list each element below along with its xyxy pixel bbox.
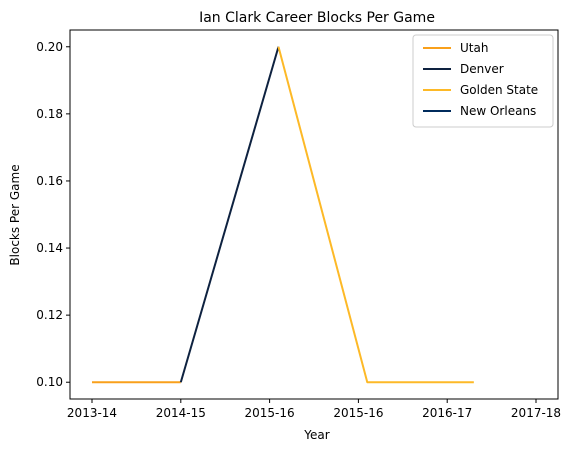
x-tick-label: 2014-15 [156,406,206,420]
plot-area [92,46,474,384]
y-tick-label: 0.18 [36,107,63,121]
x-tick-label: 2017-18 [511,406,561,420]
y-tick-label: 0.16 [36,174,63,188]
y-tick-label: 0.14 [36,241,63,255]
x-tick-label: 2015-16 [245,406,295,420]
legend-label: Utah [460,41,488,55]
series-line-golden-state [277,46,474,384]
y-tick-label: 0.10 [36,375,63,389]
y-axis: 0.10 0.12 0.14 0.16 0.18 0.20 [36,40,70,389]
plot-frame [69,29,559,400]
legend-label: Golden State [460,83,538,97]
x-axis-label: Year [303,428,329,442]
x-tick-label: 2013-14 [67,406,117,420]
legend-label: New Orleans [460,104,536,118]
series-line-denver [179,46,280,383]
x-axis: 2013-14 2014-15 2015-16 2015-16 2016-17 2017-… [67,399,561,420]
y-tick-label: 0.20 [36,40,63,54]
legend: Utah Denver Golden State New Orleans [412,34,554,128]
legend-box [412,34,554,128]
x-tick-label: 2015-16 [333,406,383,420]
chart-title: Ian Clark Career Blocks Per Game [199,10,435,26]
x-tick-label: 2016-17 [422,406,472,420]
y-axis-label: Blocks Per Game [8,164,22,265]
legend-label: Denver [460,62,504,76]
y-tick-label: 0.12 [36,308,63,322]
